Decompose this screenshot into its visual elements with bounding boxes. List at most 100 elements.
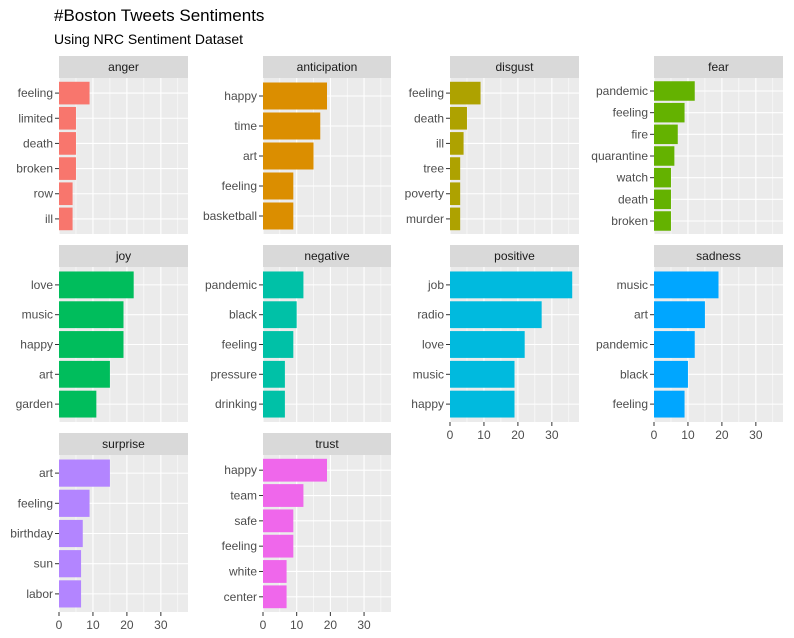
bar-anticipation-time bbox=[263, 112, 321, 140]
y-tick-label: art bbox=[243, 149, 258, 163]
bar-disgust-murder bbox=[450, 207, 461, 231]
bar-negative-pressure bbox=[263, 360, 285, 388]
facet-strip bbox=[654, 245, 783, 267]
y-tick-label: feeling bbox=[409, 86, 444, 100]
bar-surprise-birthday bbox=[59, 519, 83, 548]
y-tick-label: feeling bbox=[18, 496, 53, 510]
y-tick-label: black bbox=[620, 367, 649, 381]
y-tick-label: time bbox=[234, 119, 257, 133]
y-tick-label: pandemic bbox=[596, 338, 648, 352]
facet-strip bbox=[450, 245, 579, 267]
bar-fear-fire bbox=[654, 124, 678, 145]
bar-trust-happy bbox=[263, 458, 327, 482]
y-tick-label: pandemic bbox=[596, 84, 648, 98]
bar-joy-music bbox=[59, 301, 124, 329]
y-tick-label: pandemic bbox=[205, 278, 257, 292]
facet-strip-label: anticipation bbox=[297, 60, 358, 74]
y-tick-label: drinking bbox=[215, 397, 257, 411]
facet-disgust: disgust feeling death ill tree poverty murder bbox=[405, 56, 579, 234]
y-tick-label: feeling bbox=[613, 397, 648, 411]
bar-disgust-poverty bbox=[450, 182, 461, 206]
y-tick-label: music bbox=[22, 308, 53, 322]
bar-trust-white bbox=[263, 560, 287, 583]
facet-joy: joy love music happy art garden bbox=[16, 245, 188, 422]
bar-sadness-music bbox=[654, 271, 719, 299]
y-tick-label: job bbox=[427, 278, 444, 292]
bar-negative-black bbox=[263, 301, 297, 329]
bar-anger-row bbox=[59, 182, 73, 206]
y-tick-label: team bbox=[230, 489, 257, 503]
bar-sadness-pandemic bbox=[654, 331, 695, 358]
bar-anticipation-feeling bbox=[263, 172, 294, 200]
facet-sadness: sadness music art pandemic black feeling 0 10 20… bbox=[596, 245, 783, 442]
y-tick-label: sun bbox=[34, 557, 53, 571]
bar-trust-safe bbox=[263, 509, 294, 533]
bar-anger-limited bbox=[59, 106, 76, 130]
bar-anticipation-happy bbox=[263, 82, 327, 110]
bar-positive-love bbox=[450, 331, 525, 358]
x-tick-label: 30 bbox=[749, 428, 763, 442]
x-tick-label: 10 bbox=[477, 428, 491, 442]
x-tick-label: 30 bbox=[357, 618, 371, 632]
facet-strip bbox=[59, 433, 188, 455]
chart-subtitle: Using NRC Sentiment Dataset bbox=[54, 31, 244, 47]
facet-strip-label: disgust bbox=[495, 60, 534, 74]
bar-disgust-feeling bbox=[450, 81, 481, 105]
facet-positive: positive job radio love music happy 0 10 20 30 bbox=[411, 245, 579, 442]
facet-strip bbox=[263, 56, 391, 78]
facet-strip-label: fear bbox=[708, 60, 729, 74]
bar-fear-death bbox=[654, 189, 671, 210]
facet-strip-label: sadness bbox=[696, 249, 741, 263]
x-tick-label: 10 bbox=[681, 428, 695, 442]
bar-fear-quarantine bbox=[654, 146, 675, 166]
y-tick-label: broken bbox=[16, 162, 53, 176]
y-tick-label: feeling bbox=[222, 179, 257, 193]
y-tick-label: death bbox=[618, 192, 648, 206]
bar-positive-music bbox=[450, 360, 515, 388]
bar-fear-feeling bbox=[654, 102, 685, 123]
bar-surprise-labor bbox=[59, 580, 82, 608]
facet-negative: negative pandemic black feeling pressure drin… bbox=[205, 245, 391, 422]
y-tick-label: music bbox=[413, 367, 444, 381]
bar-fear-pandemic bbox=[654, 81, 695, 101]
bar-trust-feeling bbox=[263, 534, 294, 558]
facet-strip-label: anger bbox=[108, 60, 139, 74]
bar-positive-radio bbox=[450, 301, 542, 329]
y-tick-label: art bbox=[39, 466, 54, 480]
y-tick-label: tree bbox=[423, 162, 444, 176]
y-tick-label: radio bbox=[417, 308, 444, 322]
y-tick-label: center bbox=[224, 590, 257, 604]
y-tick-label: limited bbox=[18, 111, 53, 125]
x-tick-label: 30 bbox=[545, 428, 559, 442]
facet-strip bbox=[654, 56, 783, 78]
facet-strip bbox=[263, 433, 391, 455]
bar-joy-art bbox=[59, 360, 110, 388]
facet-anger: anger feeling limited death broken row ill bbox=[16, 56, 188, 234]
y-tick-label: death bbox=[414, 111, 444, 125]
bar-surprise-feeling bbox=[59, 489, 90, 517]
bar-joy-garden bbox=[59, 390, 97, 418]
bar-disgust-ill bbox=[450, 132, 464, 155]
y-tick-label: feeling bbox=[18, 86, 53, 100]
x-tick-label: 30 bbox=[154, 618, 168, 632]
bar-joy-love bbox=[59, 271, 134, 299]
bar-negative-pandemic bbox=[263, 271, 304, 299]
bar-trust-center bbox=[263, 585, 287, 609]
bar-anger-ill bbox=[59, 207, 73, 231]
x-tick-label: 20 bbox=[120, 618, 134, 632]
bar-trust-team bbox=[263, 484, 304, 507]
bar-anger-broken bbox=[59, 157, 76, 180]
chart-title: #Boston Tweets Sentiments bbox=[54, 6, 265, 25]
y-tick-label: ill bbox=[45, 212, 53, 226]
bar-disgust-tree bbox=[450, 157, 461, 180]
bar-sadness-feeling bbox=[654, 390, 685, 418]
bar-anticipation-basketball bbox=[263, 202, 294, 230]
x-tick-label: 10 bbox=[290, 618, 304, 632]
y-tick-label: safe bbox=[234, 514, 257, 528]
x-tick-label: 0 bbox=[447, 428, 454, 442]
x-tick-label: 20 bbox=[511, 428, 525, 442]
y-tick-label: happy bbox=[224, 463, 257, 477]
bar-joy-happy bbox=[59, 331, 124, 358]
bar-anger-death bbox=[59, 132, 76, 155]
